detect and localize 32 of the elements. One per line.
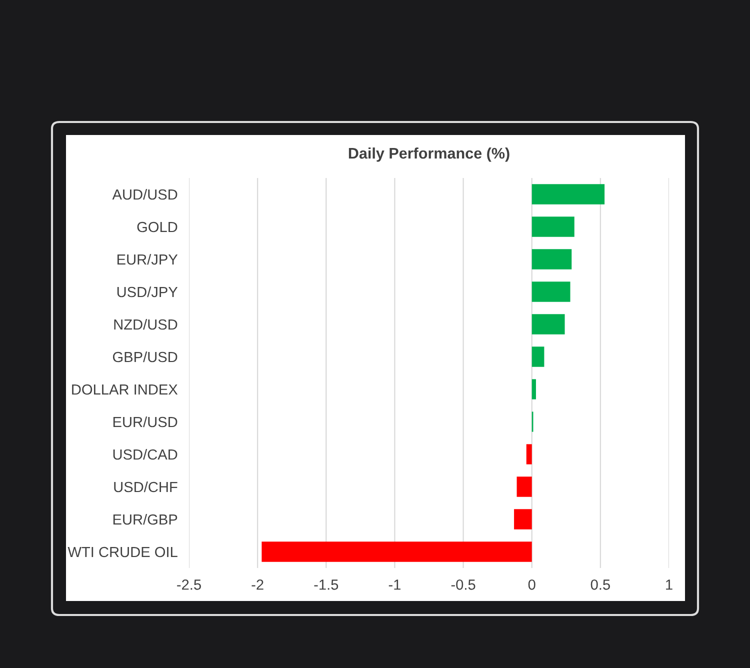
y-tick-label: AUD/USD	[112, 188, 178, 200]
x-tick-label: 0	[528, 579, 536, 590]
y-tick-label: USD/CHF	[114, 481, 178, 492]
x-tick-label: -1.5	[314, 580, 338, 590]
bar	[262, 542, 532, 562]
y-tick-label: GBP/USD	[112, 351, 178, 362]
bar	[514, 509, 532, 530]
x-tick-label: -2	[252, 579, 264, 590]
bar	[532, 216, 574, 237]
y-tick-label: EUR/JPY	[117, 254, 178, 265]
bar	[532, 379, 536, 400]
x-tick-label: -0.5	[451, 579, 476, 590]
x-tick-label: -1	[388, 580, 400, 590]
chart-title: Daily Performance (%)	[348, 147, 510, 162]
x-tick-label: -2.5	[177, 579, 201, 590]
bar	[526, 444, 532, 464]
bar	[532, 184, 605, 204]
bar	[532, 346, 544, 367]
y-tick-label: USD/JPY	[117, 286, 178, 298]
bar	[516, 476, 532, 497]
y-tick-label: GOLD	[137, 222, 178, 232]
bar	[532, 249, 572, 270]
y-tick-label: EUR/GBP	[113, 514, 178, 525]
y-tick-label: WTI CRUDE OIL	[68, 546, 178, 558]
y-tick-label: EUR/USD	[113, 416, 178, 428]
y-tick-label: DOLLAR INDEX	[72, 384, 178, 395]
y-tick-label: NZD/USD	[114, 318, 178, 330]
bar	[532, 314, 565, 334]
y-tick-label: USD/CAD	[113, 448, 178, 460]
x-tick-label: 1	[666, 580, 672, 590]
x-tick-label: 0.5	[590, 579, 610, 590]
bar	[532, 282, 570, 302]
